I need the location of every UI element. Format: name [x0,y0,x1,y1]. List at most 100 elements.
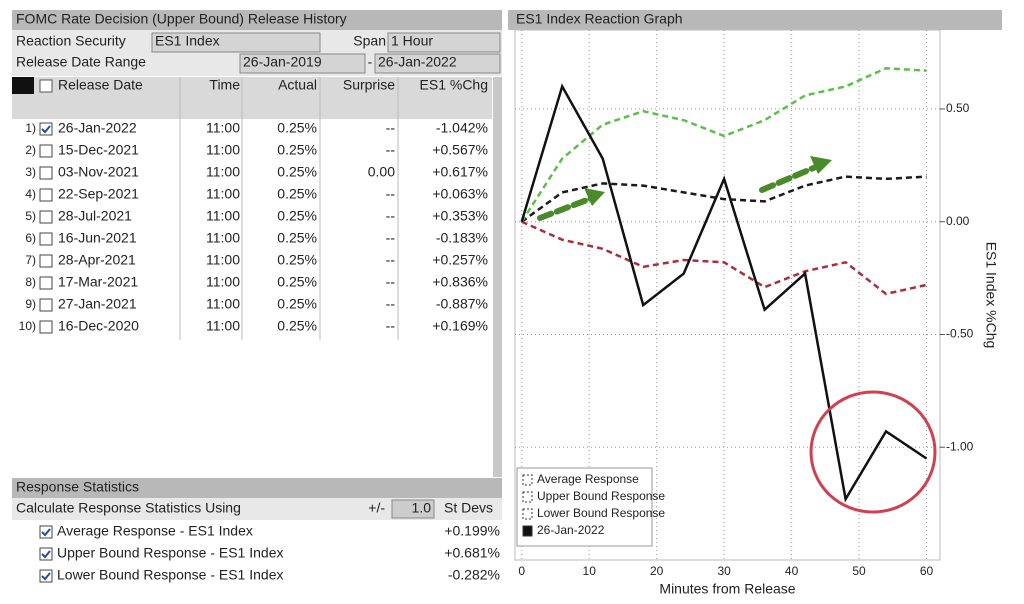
row-checkbox[interactable] [39,210,53,224]
x-axis-title: Minutes from Release [659,581,795,597]
es1-change: +0.257% [432,252,488,268]
label: +/- [368,500,385,516]
label: Release Date Range [16,54,146,70]
field-value: 26-Jan-2019 [243,54,322,70]
stats-value: +0.199% [444,523,500,539]
y-tick-label: 0.00 [946,214,970,228]
legend-swatch [522,525,533,537]
checkmark [41,125,51,134]
es1-change: -1.042% [436,120,488,136]
row-checkbox[interactable] [39,298,53,312]
x-tick-label: 20 [650,564,664,578]
es1-change: -0.183% [436,230,488,246]
row-number: 7) [25,253,36,267]
table-header [12,77,492,119]
stats-label: Average Response - ES1 Index [57,523,253,539]
field-value: 26-Jan-2022 [378,54,457,70]
actual: 0.25% [277,230,317,246]
row-checkbox[interactable] [39,188,53,202]
row-checkbox[interactable] [39,166,53,180]
date-from-field[interactable] [239,53,366,74]
stats-title: Response Statistics [16,479,139,495]
release-date: 22-Sep-2021 [58,186,139,202]
release-date: 26-Jan-2022 [58,120,137,136]
stats-checkbox[interactable] [39,525,53,539]
actual: 0.25% [277,142,317,158]
column-header: ES1 %Chg [420,77,488,93]
column-header: Time [209,77,240,93]
release-date: 17-Mar-2021 [58,274,138,290]
stats-checkbox[interactable] [39,547,53,561]
arrow-head [584,188,605,206]
release-date: 28-Apr-2021 [58,252,136,268]
label: Span [353,33,386,49]
devs-field[interactable] [391,499,435,519]
x-tick-label: 30 [717,564,731,578]
release-date: 27-Jan-2021 [58,296,137,312]
x-tick-label: 0 [518,564,525,578]
stats-checkbox[interactable] [39,569,53,583]
row-checkbox[interactable] [39,144,53,158]
surprise: -- [386,274,396,290]
security-field[interactable] [151,32,321,53]
legend-label: Lower Bound Response [537,506,665,520]
time: 11:00 [206,274,240,290]
panel-title: FOMC Rate Decision (Upper Bound) Release… [16,11,347,27]
checkmark [41,550,51,559]
scrollbar[interactable] [493,77,502,477]
legend-label: Average Response [537,472,639,486]
time: 11:00 [206,164,240,180]
surprise: -- [386,252,396,268]
time: 11:00 [206,230,240,246]
span-field[interactable] [387,32,501,53]
x-tick-label: 50 [852,564,866,578]
row-number: 9) [25,297,36,311]
legend-label: 26-Jan-2022 [537,523,605,537]
surprise: -- [386,296,396,312]
actual: 0.25% [277,164,317,180]
column-header: Release Date [58,77,143,93]
legend-swatch [522,508,533,520]
arrow [759,163,821,193]
row-checkbox[interactable] [39,320,53,334]
row-checkbox[interactable] [39,122,53,136]
time: 11:00 [206,208,240,224]
label: St Devs [444,500,493,516]
chart-title-bar [508,10,1002,30]
release-date: 03-Nov-2021 [58,164,139,180]
panel-title-bar [12,10,502,30]
legend-box [516,467,653,547]
checkmark [41,528,51,537]
label: Reaction Security [16,33,126,49]
row-number: 6) [25,231,36,245]
row-checkbox[interactable] [39,254,53,268]
release-date: 16-Jun-2021 [58,230,137,246]
y-tick-label: -1.00 [946,439,974,453]
surprise: -- [386,208,396,224]
stats-value: +0.681% [444,545,500,561]
es1-change: +0.567% [432,142,488,158]
es1-change: +0.169% [432,318,488,334]
y-tick-label: -0.50 [946,327,974,341]
separator: - [368,54,373,70]
y-tick-label: 0.50 [946,101,970,115]
release-date: 28-Jul-2021 [58,208,132,224]
column-header: Surprise [343,77,395,93]
x-tick-label: 10 [583,564,597,578]
stats-label: Upper Bound Response - ES1 Index [57,545,283,561]
row-checkbox[interactable] [39,276,53,290]
legend-swatch [522,491,533,503]
es1-change: +0.353% [432,208,488,224]
surprise: 0.00 [368,164,395,180]
surprise: -- [386,142,396,158]
surprise: -- [386,318,396,334]
row-number: 4) [25,187,36,201]
arrow-head [810,156,832,174]
stats-value: -0.282% [448,567,500,583]
series-line [521,220,927,296]
header-checkbox[interactable] [39,79,53,93]
row-checkbox[interactable] [39,232,53,246]
date-to-field[interactable] [374,53,501,74]
left-panel: FOMC Rate Decision (Upper Bound) Release… [16,11,493,516]
chart-title: ES1 Index Reaction Graph [516,11,683,27]
